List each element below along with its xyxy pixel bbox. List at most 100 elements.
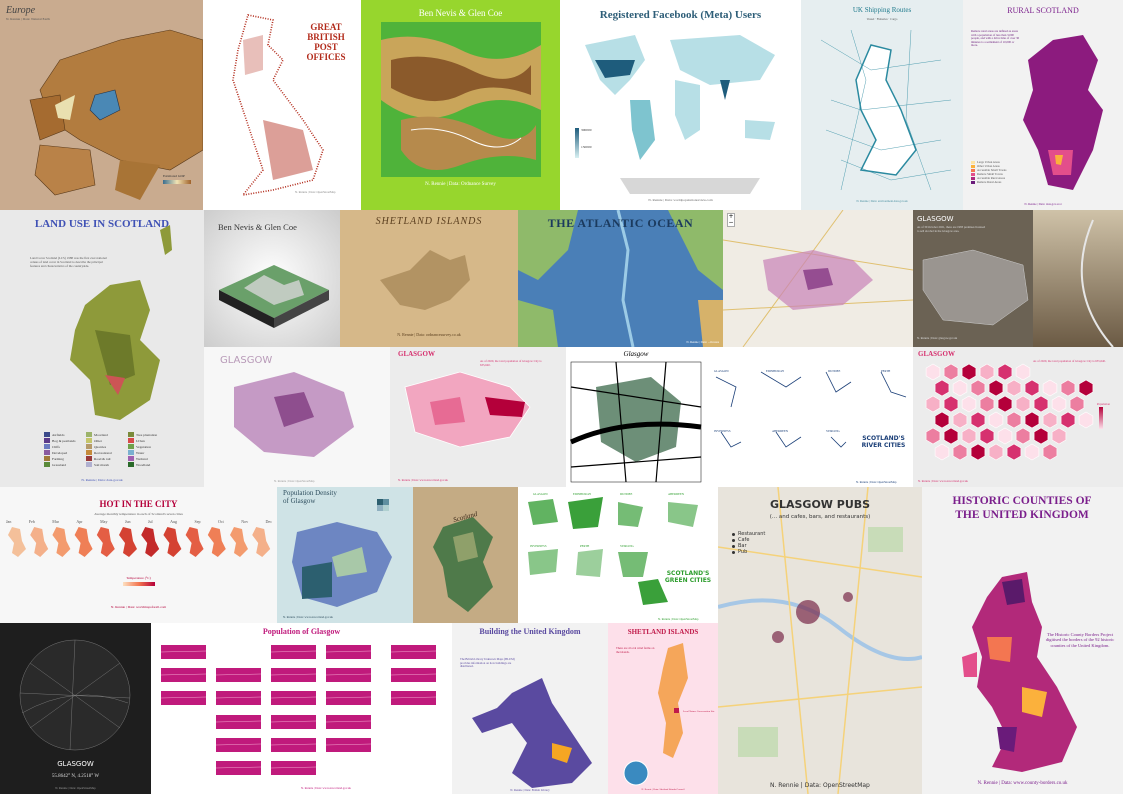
pop-density-title: Population Density of Glasgow: [283, 489, 337, 505]
pubs-legend: Restaurant Cafe Bar Pub: [732, 531, 765, 555]
month-map: [52, 527, 71, 557]
rural-legend-label: Remote Rural Areas: [977, 180, 1002, 184]
land-use-legend-label: Tree plantation: [136, 432, 158, 437]
post-title: GREAT BRITISH POST OFFICES: [306, 22, 346, 62]
pop-glasgow-cell: [391, 668, 436, 682]
pubs-legend-label: Pub: [738, 549, 748, 555]
facebook-legend-hi: 300000: [581, 128, 592, 132]
green-label-dundee: DUNDEE: [620, 492, 633, 496]
river-label-glasgow: GLASGOW: [714, 369, 729, 373]
glasgow-pubs-map: [718, 487, 922, 794]
pop-glasgow-cell: [271, 738, 316, 752]
shetland-pink-credit: N. Rennie | Data: Shetland Islands Counc…: [641, 788, 685, 791]
land-use-legend-item: Airfields: [44, 432, 82, 437]
month-label: Aug: [170, 519, 177, 524]
pop-glasgow-cell: [216, 738, 261, 752]
pop-glasgow-grid: [160, 645, 437, 775]
pubs-legend-item: Cafe: [732, 537, 765, 543]
pop-glasgow-cell: [271, 715, 316, 729]
green-cities-maps: [528, 497, 698, 605]
zoom-control[interactable]: + −: [727, 213, 735, 227]
hex-cell: [997, 395, 1013, 413]
facebook-title: Registered Facebook (Meta) Users: [599, 9, 762, 21]
month-label: Feb: [28, 519, 35, 524]
pubs-subtitle: (... and cafes, bars, and restaurants): [769, 514, 871, 520]
month-map: [141, 527, 160, 557]
pop-glasgow-cell: [391, 645, 436, 659]
land-use-legend-label: Bog & peatlands: [52, 438, 76, 443]
hex-cell: [943, 363, 959, 381]
hex-cell: [970, 411, 986, 429]
hot-city-credit: N. Rennie | Data: worldmapsforall.com: [110, 605, 167, 609]
rural-legend-item: Accessible Rural Areas: [971, 176, 1006, 180]
pop-glasgow-cell: [326, 691, 371, 705]
pubs-legend-label: Restaurant: [738, 531, 766, 537]
tile-glasgow-pink: GLASGOW As of 2020, the total population…: [390, 347, 566, 487]
tile-building-uk: Building the United Kingdom The British …: [452, 623, 608, 794]
month-map: [8, 527, 26, 557]
atlantic-credit: N. Rennie | Data: ...Oceans: [686, 340, 719, 344]
month-label: Jan: [6, 519, 12, 524]
pop-glasgow-cell: [271, 645, 316, 659]
land-use-legend-item: Developed: [44, 450, 82, 455]
month-label: Mar: [52, 519, 59, 524]
hex-cell: [988, 443, 1004, 461]
land-use-legend-label: Grassland: [52, 462, 66, 467]
green-label-perth: PERTH: [580, 544, 590, 548]
land-use-text: Land Cover Scotland (LCS) 1988 was the f…: [30, 256, 107, 268]
hex-cell: [1006, 411, 1022, 429]
month-map: [207, 527, 226, 557]
hex-cell: [952, 443, 968, 461]
tile-glasgow-pubs: GLASGOW PUBS (... and cafes, bars, and r…: [718, 487, 922, 794]
hot-city-months: Jan Feb Mar Apr May Jun Jul Aug Sep Oct …: [6, 519, 272, 524]
pop-glasgow-cell: [326, 645, 371, 659]
shetland-sepia-map: [380, 250, 470, 310]
tile-scotland-relief: Scotland: [413, 487, 518, 623]
hex-cell: [1060, 379, 1076, 397]
rural-legend-item: Remote Small Towns: [971, 172, 1006, 176]
facebook-legend-lo: 150000: [581, 145, 592, 149]
green-cities-title: SCOTLAND'S GREEN CITIES: [664, 570, 712, 585]
ben-nevis-3d-title: Ben Nevis & Glen Coe: [218, 222, 297, 232]
green-label-edinburgh: EDINBURGH: [573, 492, 591, 496]
ben-nevis-credit: N. Rennie | Data: Ordnance Survey: [425, 182, 496, 187]
hex-cell: [934, 443, 950, 461]
hex-cell: [988, 411, 1004, 429]
pop-glasgow-cell: [216, 668, 261, 682]
uk-post-map: [232, 14, 324, 197]
tile-shetland-pink: SHETLAND ISLANDS There are 4 local wind …: [608, 623, 718, 794]
rural-legend-label: Accessible Rural Areas: [977, 176, 1005, 180]
glasgow-hex-map: [925, 363, 1094, 461]
hex-cell: [952, 379, 968, 397]
hex-cell: [970, 443, 986, 461]
land-use-legend-label: Airfields: [52, 432, 65, 437]
river-label-perth: PERTH: [881, 369, 891, 373]
tile-glasgow-bw: Glasgow: [566, 347, 706, 487]
hot-city-maps: [8, 527, 271, 557]
month-label: Jul: [147, 519, 153, 524]
pop-glasgow-cell: [391, 691, 436, 705]
land-use-legend-item: Woodland: [128, 462, 166, 467]
green-label-inverness: INVERNESS: [530, 544, 547, 548]
land-use-legend-label: Wetland: [136, 456, 148, 461]
hex-cell: [961, 427, 977, 445]
glasgow-photo-map: [922, 219, 1114, 347]
land-use-credit: N. Rennie | Data: data.gov.uk: [81, 478, 123, 482]
glasgow-dark-circle: [19, 639, 131, 751]
tile-atlantic: THE ATLANTIC OCEAN N. Rennie | Data: ...…: [518, 210, 723, 347]
rural-title: RURAL SCOTLAND: [1007, 6, 1079, 15]
tile-pop-density: Population Density of Glasgow N. Rennie …: [277, 487, 413, 623]
river-cities-title: SCOTLAND'S RIVER CITIES: [861, 435, 906, 450]
europe-legend: Estimated GDP: [163, 174, 185, 178]
river-cities-network: [715, 371, 907, 448]
tile-ben-nevis: Ben Nevis & Glen Coe N. Rennie | Data: O…: [361, 0, 560, 210]
land-use-legend-label: Salt marsh: [94, 462, 109, 467]
river-label-stirling: STIRLING: [826, 429, 840, 433]
land-use-legend-item: Wetland: [128, 456, 166, 461]
pubs-credit: N. Rennie | Data: OpenStreetMap: [770, 782, 870, 789]
hex-cell: [997, 363, 1013, 381]
land-use-legend-label: Other: [94, 438, 102, 443]
europe-title: Europe: [6, 5, 36, 16]
tile-historic-counties: HISTORIC COUNTIES OF THE UNITED KINGDOM …: [922, 487, 1123, 794]
hex-cell: [1006, 379, 1022, 397]
